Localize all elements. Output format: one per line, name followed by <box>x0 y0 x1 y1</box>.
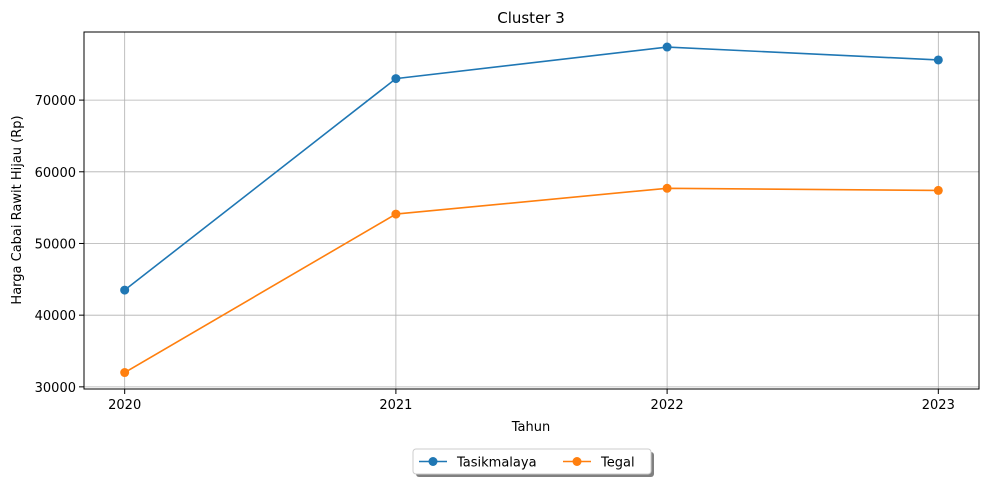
axes: 2020 2021 2022 2023 30000 40000 50000 60000 7000… <box>35 31 980 413</box>
legend: Tasikmalaya Tegal <box>412 448 654 477</box>
series-group <box>120 42 943 378</box>
y-tick-label: 70000 <box>35 94 76 109</box>
data-point-tegal <box>391 209 401 219</box>
x-tick-label: 2020 <box>108 398 141 413</box>
legend-label-tasikmalaya: Tasikmalaya <box>456 456 537 471</box>
legend-marker-tasikmalaya <box>428 457 438 466</box>
legend-marker-tegal <box>572 457 582 466</box>
plot-frame <box>83 31 980 390</box>
y-axis-label: Harga Cabai Rawit Hijau (Rp) <box>10 115 25 304</box>
data-point-tegal <box>120 368 130 378</box>
chart-title: Cluster 3 <box>497 9 565 27</box>
x-tick-label: 2023 <box>922 398 955 413</box>
data-point-tasikmalaya <box>662 42 672 52</box>
series-line-tegal <box>124 187 939 374</box>
data-point-tasikmalaya <box>120 285 130 295</box>
legend-box <box>412 448 652 475</box>
data-point-tegal <box>933 185 943 195</box>
y-tick-label: 30000 <box>35 381 76 396</box>
x-tick-label: 2022 <box>651 398 684 413</box>
y-tick-label: 50000 <box>35 237 76 252</box>
data-point-tegal <box>662 183 672 193</box>
x-axis-label: Tahun <box>511 420 550 435</box>
legend-label-tegal: Tegal <box>600 456 635 471</box>
data-point-tasikmalaya <box>391 74 401 84</box>
series-line-tasikmalaya <box>124 46 939 291</box>
y-tick-label: 60000 <box>35 166 76 181</box>
x-tick-label: 2021 <box>379 398 412 413</box>
y-tick-label: 40000 <box>35 309 76 324</box>
data-point-tasikmalaya <box>933 55 943 65</box>
grid-lines <box>84 32 979 389</box>
